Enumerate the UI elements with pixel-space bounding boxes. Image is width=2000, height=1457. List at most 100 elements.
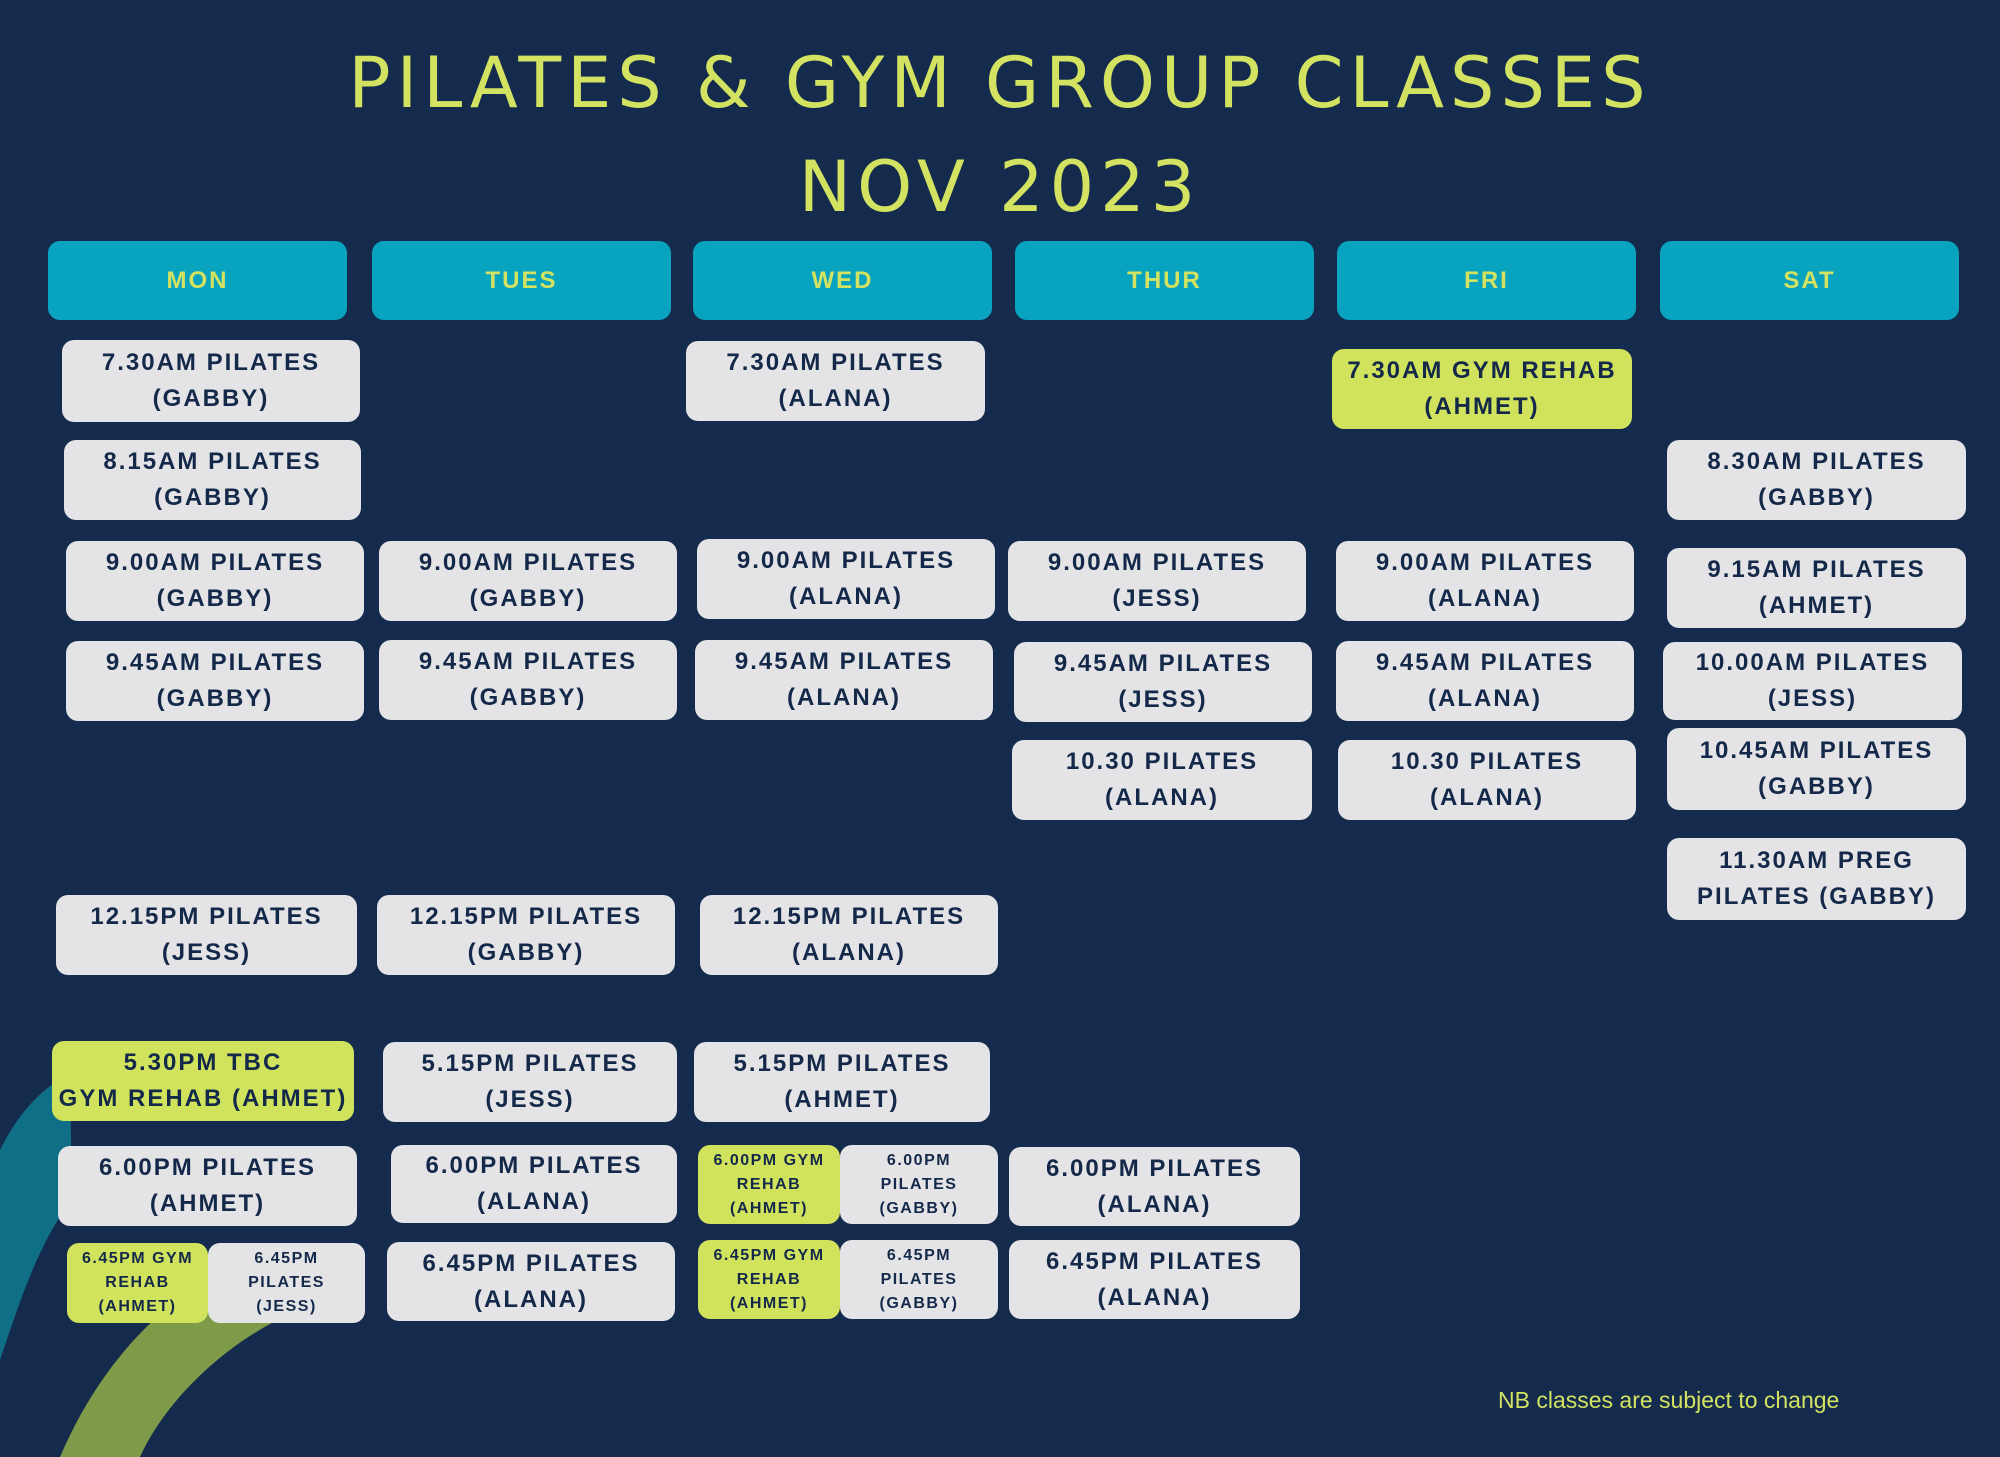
class-card-tue-2: 9.45AM PILATES (GABBY) [379,640,677,720]
class-instructor: (ALANA) [1428,585,1542,612]
class-instructor: (ALANA) [789,583,903,610]
class-time: 6.00PM PILATES [1046,1154,1263,1182]
class-time: 11.30AM PREG [1719,847,1914,874]
class-time: 6.45PM GYM [81,1250,194,1267]
day-header-mon: MON [48,241,347,320]
class-card-sat-4: 10.45AM PILATES (GABBY) [1667,728,1966,810]
class-instructor: PILATES (GABBY) [1697,883,1936,910]
class-instructor: (ALANA) [1428,685,1542,712]
class-instructor: (ALANA) [1097,1190,1212,1218]
class-instructor: (GABBY) [467,939,585,966]
class-time: 9.00AM PILATES [418,549,638,576]
class-time: 5.30PM TBC [123,1049,283,1076]
day-header-fri: FRI [1337,241,1636,320]
class-instructor: (GABBY) [156,685,274,712]
class-card-mon-7: 6.00PM PILATES (AHMET) [58,1146,357,1226]
class-time: 9.45AM PILATES [1053,650,1273,677]
class-type: REHAB [105,1274,170,1291]
day-header-tues: TUES [372,241,671,320]
class-card-wed-7a: 6.45PM GYM REHAB (AHMET) [698,1240,840,1319]
class-instructor: (AHMET) [1424,393,1540,420]
class-card-tue-3: 12.15PM PILATES (GABBY) [377,895,675,975]
class-time: 10.45AM PILATES [1699,737,1934,764]
class-time: 10.30 PILATES [1390,748,1584,775]
class-instructor: (AHMET) [784,1086,900,1113]
class-instructor: (GABBY) [154,484,271,511]
class-time: 12.15PM PILATES [732,903,966,930]
class-time: 9.45AM PILATES [1375,649,1595,676]
page-title: PILATES & GYM GROUP CLASSES [348,42,1652,124]
class-time: 5.15PM PILATES [421,1050,639,1077]
class-time: 7.30AM GYM REHAB [1347,357,1617,384]
class-time: 6.45PM GYM [713,1246,825,1264]
class-card-tue-5: 6.00PM PILATES (ALANA) [391,1145,677,1223]
class-card-mon-3: 9.00AM PILATES (GABBY) [66,541,364,621]
class-card-sat-5: 11.30AM PREG PILATES (GABBY) [1667,838,1966,920]
class-time: 6.45PM [254,1250,319,1267]
class-time: 9.45AM PILATES [418,648,638,675]
class-card-mon-1: 7.30AM PILATES (GABBY) [62,340,360,422]
class-instructor: (ALANA) [1105,784,1219,811]
class-instructor: (ALANA) [477,1188,591,1215]
class-card-thu-3: 10.30 PILATES (ALANA) [1012,740,1312,820]
class-time: 5.15PM PILATES [733,1050,951,1077]
class-card-mon-4: 9.45AM PILATES (GABBY) [66,641,364,721]
class-card-wed-5: 5.15PM PILATES (AHMET) [694,1042,990,1122]
class-card-thu-1: 9.00AM PILATES (JESS) [1008,541,1306,621]
class-instructor: (AHMET) [729,1294,809,1312]
class-time: 12.15PM PILATES [90,903,323,930]
class-instructor: GYM REHAB (AHMET) [58,1085,348,1112]
class-card-wed-2: 9.00AM PILATES (ALANA) [697,539,995,619]
class-instructor: (GABBY) [1758,484,1875,511]
class-card-fri-2: 9.00AM PILATES (ALANA) [1336,541,1634,621]
class-time: 6.00PM PILATES [99,1154,316,1181]
class-card-tue-6: 6.45PM PILATES (ALANA) [387,1242,675,1321]
class-time: 9.45AM PILATES [734,648,954,675]
class-time: 8.15AM PILATES [103,448,322,475]
class-type: REHAB [736,1175,802,1193]
class-card-mon-8b: 6.45PM PILATES (JESS) [208,1243,365,1323]
class-type: PILATES [880,1175,958,1193]
teal-arc [0,1075,72,1360]
class-instructor: (JESS) [485,1086,575,1113]
class-instructor: (ALANA) [787,684,901,711]
class-card-wed-6a: 6.00PM GYM REHAB (AHMET) [698,1145,840,1224]
class-time: 8.30AM PILATES [1707,448,1926,475]
class-card-wed-6b: 6.00PM PILATES (GABBY) [840,1145,998,1224]
class-instructor: (JESS) [1118,686,1208,713]
class-card-fri-4: 10.30 PILATES (ALANA) [1338,740,1636,820]
class-instructor: (JESS) [161,939,252,966]
class-instructor: (ALANA) [778,385,893,412]
class-time: 10.00AM PILATES [1695,649,1930,676]
class-time: 6.45PM [886,1246,952,1264]
class-instructor: (GABBY) [1758,773,1875,800]
class-instructor: (AHMET) [149,1190,266,1217]
class-card-mon-2: 8.15AM PILATES (GABBY) [64,440,361,520]
class-card-mon-6: 5.30PM TBC GYM REHAB (AHMET) [52,1041,354,1121]
class-card-wed-3: 9.45AM PILATES (ALANA) [695,640,993,720]
class-instructor: (GABBY) [879,1199,959,1217]
class-instructor: (GABBY) [156,585,274,612]
class-card-sat-3: 10.00AM PILATES (JESS) [1663,642,1962,720]
class-time: 6.00PM PILATES [425,1152,643,1179]
class-card-thu-5: 6.45PM PILATES (ALANA) [1009,1240,1300,1319]
class-card-thu-2: 9.45AM PILATES (JESS) [1014,642,1312,722]
class-time: 7.30AM PILATES [726,349,945,376]
class-type: PILATES [248,1274,325,1291]
class-instructor: (AHMET) [1758,592,1875,619]
class-card-wed-7b: 6.45PM PILATES (GABBY) [840,1240,998,1319]
class-card-fri-1: 7.30AM GYM REHAB (AHMET) [1332,349,1632,429]
class-instructor: (GABBY) [469,684,587,711]
day-header-wed: WED [693,241,992,320]
class-time: 9.00AM PILATES [1375,549,1595,576]
page-subtitle: NOV 2023 [798,146,1202,228]
day-header-thur: THUR [1015,241,1314,320]
class-time: 9.00AM PILATES [105,549,325,576]
class-time: 7.30AM PILATES [101,349,321,376]
class-card-mon-8a: 6.45PM GYM REHAB (AHMET) [67,1243,208,1323]
class-time: 6.45PM PILATES [1046,1247,1263,1275]
class-instructor: (AHMET) [98,1298,177,1315]
day-header-sat: SAT [1660,241,1959,320]
class-card-wed-4: 12.15PM PILATES (ALANA) [700,895,998,975]
